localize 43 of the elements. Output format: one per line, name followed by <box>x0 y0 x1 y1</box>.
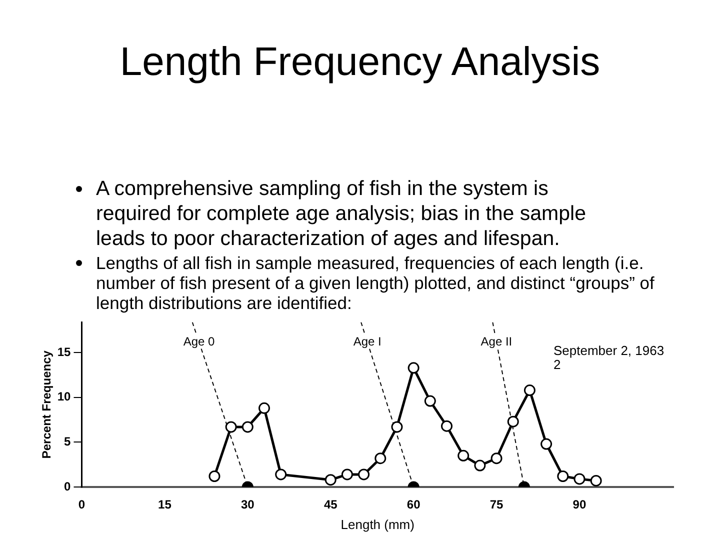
x-tick-label: 90 <box>572 498 586 512</box>
point <box>225 421 237 433</box>
point <box>441 420 453 432</box>
point <box>275 468 287 480</box>
point <box>574 473 586 485</box>
x-tick-label: 45 <box>324 498 338 512</box>
x-tick-label: 30 <box>240 498 255 512</box>
point <box>408 362 420 374</box>
point <box>358 468 370 480</box>
x-tick-label: 75 <box>490 498 504 512</box>
x-tick-label: 15 <box>158 498 172 512</box>
x-tick-label: 60 <box>406 498 421 512</box>
x-tick-label: 0 <box>78 498 86 512</box>
point <box>341 468 353 480</box>
point <box>524 384 536 396</box>
point <box>374 452 386 464</box>
point <box>507 416 519 428</box>
y-tick-label: 0 <box>64 479 72 494</box>
point <box>208 470 220 482</box>
point <box>242 421 254 433</box>
point <box>557 470 569 482</box>
series-label: Age I <box>353 334 382 348</box>
point <box>391 421 403 433</box>
point <box>490 452 502 464</box>
x-axis-title: Length (mm) <box>340 516 414 532</box>
series-label: Age 0 <box>183 334 215 348</box>
point <box>474 460 486 472</box>
point <box>540 438 552 450</box>
y-axis-title: Percent Frequency <box>40 350 54 459</box>
point <box>324 474 336 486</box>
y-tick-label: 10 <box>57 390 72 404</box>
annotation: September 2, 1963 <box>554 343 664 358</box>
point <box>424 395 436 407</box>
annotation: 2 <box>554 357 561 372</box>
point <box>258 402 270 414</box>
text: Lengths of all fish in sample measured, frequencies of each length (i.e. number of fish present of a given length) plotted, and distinct “groups” of length distributions are identified: <box>96 253 654 313</box>
text: A comprehensive sampling of fish in the system is required for complete age analysis; bias in the sample leads to poor characterization of ages and lifespan. <box>96 177 586 250</box>
y-tick-label: 15 <box>57 344 72 359</box>
point <box>590 474 602 486</box>
series-label: Age II <box>480 334 512 348</box>
chart-title: Length Frequency Analysis <box>118 40 602 85</box>
y-tick-label: 5 <box>64 434 72 449</box>
point <box>458 450 470 462</box>
